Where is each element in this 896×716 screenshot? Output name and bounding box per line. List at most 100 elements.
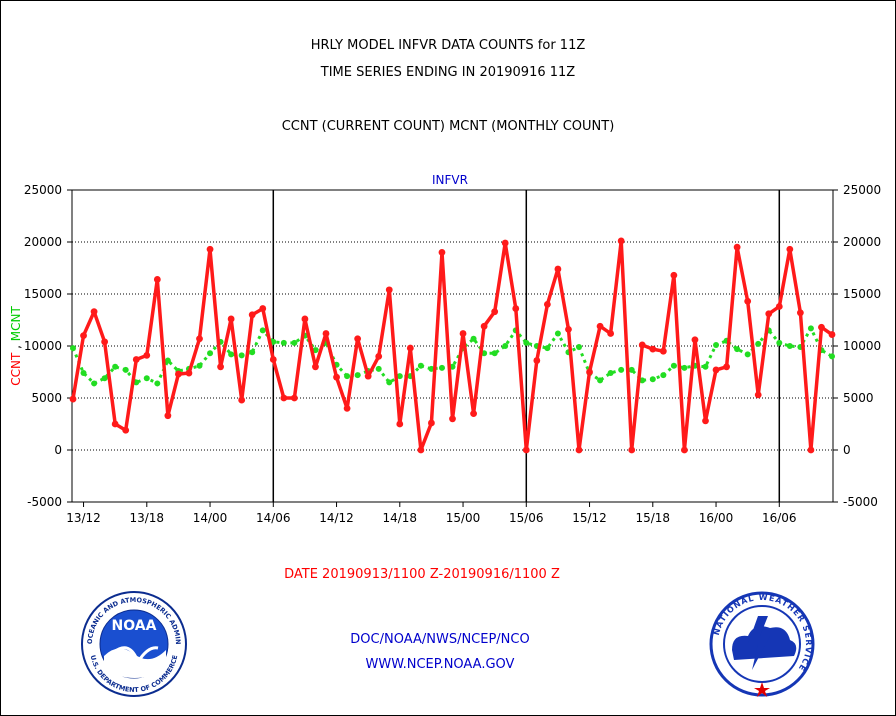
x-tick-label: 15/18 (635, 511, 670, 525)
ccnt-point (818, 323, 825, 331)
mcnt-point (829, 353, 835, 360)
mcnt-point (259, 327, 266, 334)
website-label: WWW.NCEP.NOAA.GOV (366, 657, 515, 672)
ccnt-point (354, 335, 362, 343)
ccnt-point (565, 325, 572, 333)
ccnt-point (301, 315, 309, 323)
mcnt-point (154, 380, 161, 387)
ccnt-point (111, 420, 119, 428)
mcnt-point (607, 370, 614, 377)
ccnt-point (185, 369, 193, 377)
mcnt-point (776, 339, 783, 346)
mcnt-point (91, 380, 98, 387)
chart-title-line-1: HRLY MODEL INFVR DATA COUNTS for 11Z (310, 38, 586, 53)
ccnt-point (712, 366, 720, 374)
ccnt-point (322, 330, 330, 337)
mcnt-point (80, 370, 87, 377)
y-tick-label-left: 10000 (24, 339, 62, 353)
mcnt-point (491, 350, 498, 357)
mcnt-point (207, 350, 214, 357)
ccnt-point (533, 357, 541, 364)
y-tick-label-left: -5000 (27, 495, 62, 509)
ccnt-point (122, 426, 130, 434)
ccnt-point (153, 276, 161, 283)
x-tick-label: 15/06 (509, 511, 544, 525)
mcnt-point (807, 325, 814, 332)
ccnt-point (681, 446, 688, 454)
mcnt-point (196, 362, 203, 369)
y-tick-label-right: -5000 (843, 495, 878, 509)
ccnt-point (607, 330, 615, 337)
mcnt-point (597, 377, 604, 384)
ccnt-point (543, 301, 551, 308)
ccnt-point (628, 446, 636, 454)
x-tick-label: 15/12 (572, 511, 607, 525)
ccnt-point (691, 336, 699, 344)
y-tick-label-right: 20000 (843, 235, 881, 249)
x-tick-label: 14/00 (193, 511, 228, 525)
y-axis-label: CCNT , MCNT (9, 306, 23, 386)
ccnt-point (90, 308, 98, 316)
mcnt-point (786, 343, 793, 349)
ccnt-point (259, 305, 267, 312)
date-range-label: DATE 20190913/1100 Z-20190916/1100 Z (284, 567, 560, 582)
mcnt-point (164, 357, 171, 364)
ccnt-series-layer (69, 237, 836, 454)
ccnt-point (670, 271, 678, 279)
mcnt-point (238, 352, 245, 359)
ccnt-point (217, 363, 224, 371)
y-tick-label-left: 15000 (24, 287, 62, 301)
ccnt-point (649, 345, 657, 353)
mcnt-series-layer (70, 325, 835, 387)
ccnt-point (385, 286, 393, 294)
ccnt-point (765, 310, 773, 318)
nws-logo: NATIONAL WEATHER SERVICE (709, 591, 815, 697)
y-tick-label-left: 5000 (31, 391, 62, 405)
x-tick-layer: 13/12 13/18 14/00 14/06 14/12 14/18 15/00 15/06… (66, 502, 797, 525)
ccnt-point (364, 372, 372, 380)
ccnt-point (80, 332, 87, 339)
y-tick-label-left: 0 (54, 443, 62, 457)
ccnt-point (406, 344, 414, 352)
ccnt-point (596, 322, 604, 330)
x-tick-label: 16/06 (762, 511, 797, 525)
ccnt-point (196, 335, 203, 343)
mcnt-point (270, 338, 277, 345)
ccnt-point (269, 356, 277, 363)
mcnt-point (502, 343, 509, 349)
noaa-logo-label: NOAA (112, 618, 157, 634)
ccnt-point (69, 395, 77, 403)
chart-title-line-3: CCNT (CURRENT COUNT) MCNT (MONTHLY COUNT… (281, 119, 615, 134)
day-boundary-layer (272, 190, 781, 502)
mcnt-point (396, 373, 403, 380)
mcnt-point (438, 364, 445, 371)
mcnt-point (386, 379, 393, 386)
ccnt-point (522, 446, 530, 454)
ccnt-point (586, 368, 593, 376)
mcnt-point (291, 339, 298, 346)
y-axis-label-part: MCNT (9, 306, 23, 342)
ccnt-point (248, 311, 256, 319)
ccnt-point (396, 420, 404, 428)
y-tick-label-left: 20000 (24, 235, 62, 249)
mcnt-point (417, 362, 424, 369)
mcnt-point (354, 372, 361, 379)
ccnt-point (238, 396, 246, 404)
ccnt-point (491, 308, 499, 316)
ccnt-point (828, 331, 836, 338)
y-tick-label-left: 25000 (24, 183, 62, 197)
ccnt-point (143, 351, 151, 359)
mcnt-point (702, 363, 709, 370)
mcnt-point (70, 345, 76, 352)
ccnt-point (744, 297, 752, 305)
mcnt-point (713, 341, 720, 348)
ccnt-point (280, 394, 288, 402)
mcnt-point (280, 339, 287, 346)
ccnt-point (638, 341, 646, 349)
y-tick-label-right: 10000 (843, 339, 881, 353)
noaa-logo: NATIONAL OCEANIC AND ATMOSPHERIC ADMINIS… (78, 590, 187, 697)
y-tick-label-right: 0 (843, 443, 851, 457)
org-label: DOC/NOAA/NWS/NCEP/NCO (350, 632, 529, 647)
mcnt-point (744, 351, 751, 358)
